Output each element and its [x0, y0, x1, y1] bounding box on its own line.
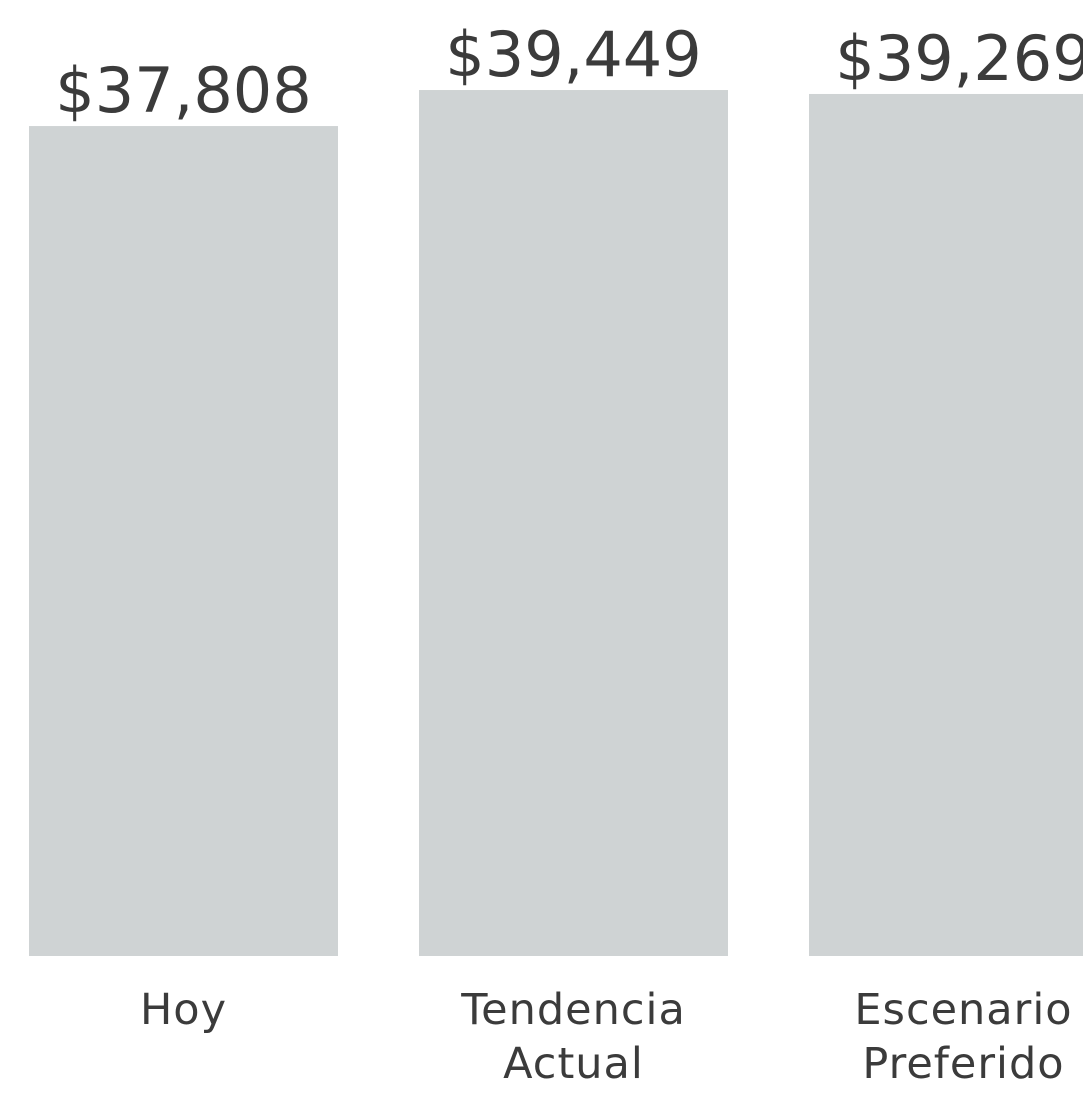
value-label: $37,808 [55, 54, 311, 127]
x-tick-label: Hoy [140, 985, 227, 1035]
bar [809, 93, 1083, 956]
bar [419, 90, 728, 957]
bar [29, 126, 338, 956]
value-label: $39,449 [445, 18, 701, 91]
value-label: $39,269 [835, 22, 1083, 95]
x-tick-label: Escenario Preferido [854, 985, 1072, 1089]
x-tick-label: Tendencia Actual [460, 985, 686, 1089]
